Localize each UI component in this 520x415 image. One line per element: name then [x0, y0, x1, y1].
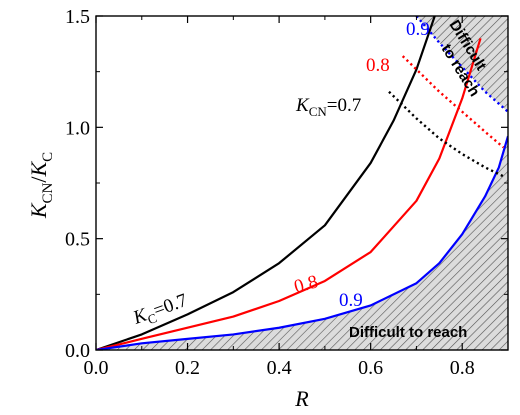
y-axis-title-sub2: C: [40, 152, 56, 162]
kcn-label-k: K: [295, 95, 310, 116]
x-tick-label: 0.0: [84, 357, 109, 379]
series-line-solid-0: [96, 16, 436, 350]
y-tick-label: 0.5: [65, 229, 90, 251]
x-tick-label: 0.2: [175, 357, 200, 379]
y-tick-label: 1.0: [65, 117, 90, 139]
y-axis-title-k1: K: [26, 202, 51, 219]
red-dotted-label: 0.8: [366, 55, 390, 76]
difficult-region-bottom: [96, 136, 508, 350]
y-axis-title-k2: K: [26, 161, 51, 178]
series-line-dotted-5: [415, 16, 508, 113]
kcn-label-value: =0.7: [327, 95, 361, 116]
red-solid-label: 0.8: [292, 271, 320, 297]
blue-solid-label: 0.9: [339, 290, 363, 311]
blue-dotted-label: 0.9: [406, 19, 430, 40]
x-axis-title: R: [294, 386, 309, 411]
difficult-bottom-label: Difficult to reach: [349, 324, 467, 341]
y-axis-title-sub1: CN: [40, 182, 56, 203]
x-tick-label: 0.8: [450, 357, 475, 379]
series-line-dotted-3: [388, 90, 504, 178]
difficult-region-top: [416, 16, 508, 112]
x-tick-label: 0.6: [358, 357, 383, 379]
y-axis-title: KCN/KC: [26, 152, 56, 219]
y-tick-label: 1.5: [65, 6, 90, 28]
series-line-dotted-4: [401, 55, 505, 149]
y-tick-label: 0.0: [65, 340, 90, 362]
kcn-label: KCN=0.7: [295, 95, 361, 119]
y-axis-title-slash: /: [26, 176, 51, 183]
series-line-solid-2: [96, 135, 508, 350]
x-tick-label: 0.4: [267, 357, 292, 379]
kcn-label-sub: CN: [309, 104, 328, 119]
series-line-solid-1: [96, 37, 482, 350]
